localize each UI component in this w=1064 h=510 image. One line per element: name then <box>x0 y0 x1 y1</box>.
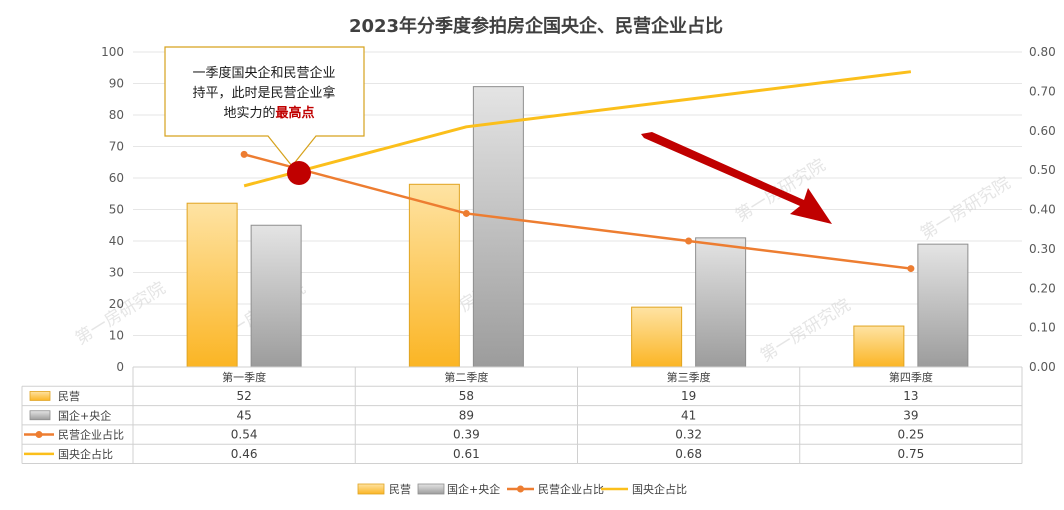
legend-label: 国企+央企 <box>447 482 500 496</box>
annotation: 一季度国央企和民营企业 持平，此时是民营企业拿 地实力的最高点 <box>164 46 832 224</box>
chart-title: 2023年分季度参拍房企国央企、民营企业占比 <box>349 15 723 37</box>
bar-private <box>853 325 905 368</box>
y-left-tick-label: 50 <box>109 203 124 217</box>
bar-state <box>917 243 969 368</box>
callout-line-2: 持平，此时是民营企业拿 <box>192 85 335 101</box>
legend-label: 民营 <box>389 482 411 496</box>
y-left-tick-label: 20 <box>109 297 124 311</box>
line-point <box>907 265 915 273</box>
y-left-tick-label: 80 <box>109 108 124 122</box>
bar-state <box>695 237 747 368</box>
x-tick-label: 第四季度 <box>889 370 933 384</box>
table-cell: 0.25 <box>898 428 925 442</box>
y-right-tick-label: 0.00 <box>1029 360 1056 374</box>
table-key-marker <box>35 431 43 439</box>
table-series-name: 国央企占比 <box>58 447 113 461</box>
y-right-tick-label: 0.60 <box>1029 124 1056 138</box>
table-cell: 0.39 <box>453 428 480 442</box>
line-series <box>243 153 912 270</box>
y-right-tick-label: 0.50 <box>1029 163 1056 177</box>
legend-label: 民营企业占比 <box>538 482 604 496</box>
table-cell: 89 <box>459 408 474 422</box>
table-series-name: 民营 <box>58 389 80 403</box>
y-right-tick-label: 0.30 <box>1029 242 1056 256</box>
y-right-tick-label: 0.20 <box>1029 281 1056 295</box>
line-point <box>685 237 693 245</box>
bar-state <box>250 224 302 368</box>
y-left-tick-label: 0 <box>116 360 124 374</box>
y-left-tick-label: 90 <box>109 77 124 91</box>
left-axis: 0 10 20 30 40 50 60 70 80 90 100 <box>101 45 124 374</box>
legend-key <box>417 483 445 495</box>
highlight-marker <box>287 161 311 185</box>
bar-private <box>631 306 683 368</box>
y-left-tick-label: 10 <box>109 329 124 343</box>
callout-line-1: 一季度国央企和民营企业 <box>192 65 335 81</box>
callout-highlight: 最高点 <box>276 105 315 121</box>
table-cell: 41 <box>681 408 696 422</box>
y-right-tick-label: 0.40 <box>1029 203 1056 217</box>
line-point <box>240 150 248 158</box>
legend-label: 国央企占比 <box>632 482 687 496</box>
table-cell: 0.68 <box>675 447 702 461</box>
line-series <box>243 70 912 188</box>
y-left-tick-label: 30 <box>109 266 124 280</box>
legend: 民营 国企+央企 民营企业占比 国央企占比 <box>357 482 687 496</box>
table-cell: 39 <box>903 408 918 422</box>
table-cell: 0.32 <box>675 428 702 442</box>
y-left-tick-label: 100 <box>101 45 124 59</box>
table-cell: 0.61 <box>453 447 480 461</box>
bar-private <box>408 183 460 368</box>
line-point <box>462 209 470 217</box>
bar-private <box>186 202 238 368</box>
table-cell: 52 <box>236 389 251 403</box>
legend-key <box>357 483 385 495</box>
table-cell: 45 <box>236 408 251 422</box>
table-cell: 19 <box>681 389 696 403</box>
right-axis: 0.00 0.10 0.20 0.30 0.40 0.50 0.60 0.70 0.80 <box>1029 45 1056 374</box>
table-cell: 0.75 <box>898 447 925 461</box>
x-tick-label: 第一季度 <box>222 370 266 384</box>
x-tick-label: 第三季度 <box>667 370 711 384</box>
table-cell: 0.54 <box>231 428 258 442</box>
bar-state <box>472 86 524 368</box>
table-series-name: 民营企业占比 <box>58 428 124 442</box>
table-series-name: 国企+央企 <box>58 408 111 422</box>
x-tick-label: 第二季度 <box>444 370 488 384</box>
y-left-tick-label: 60 <box>109 171 124 185</box>
y-right-tick-label: 0.70 <box>1029 84 1056 98</box>
lines <box>240 70 915 273</box>
callout-line-3-text: 地实力的 <box>223 105 275 121</box>
y-left-tick-label: 70 <box>109 140 124 154</box>
table-cell: 13 <box>903 389 918 403</box>
bars <box>186 86 969 368</box>
table-key <box>29 410 51 421</box>
watermark: 第一房研究院 <box>917 173 1014 244</box>
y-right-tick-label: 0.10 <box>1029 321 1056 335</box>
watermark: 第一房研究院 <box>757 295 854 366</box>
table-cell: 0.46 <box>231 447 258 461</box>
table-key <box>29 391 51 401</box>
trend-arrow <box>641 132 832 224</box>
y-right-tick-label: 0.80 <box>1029 45 1056 59</box>
callout-box <box>164 46 365 167</box>
table-cell: 58 <box>459 389 474 403</box>
legend-key-marker <box>517 485 524 493</box>
y-left-tick-label: 40 <box>109 234 124 248</box>
callout-line-3: 地实力的最高点 <box>223 105 314 121</box>
